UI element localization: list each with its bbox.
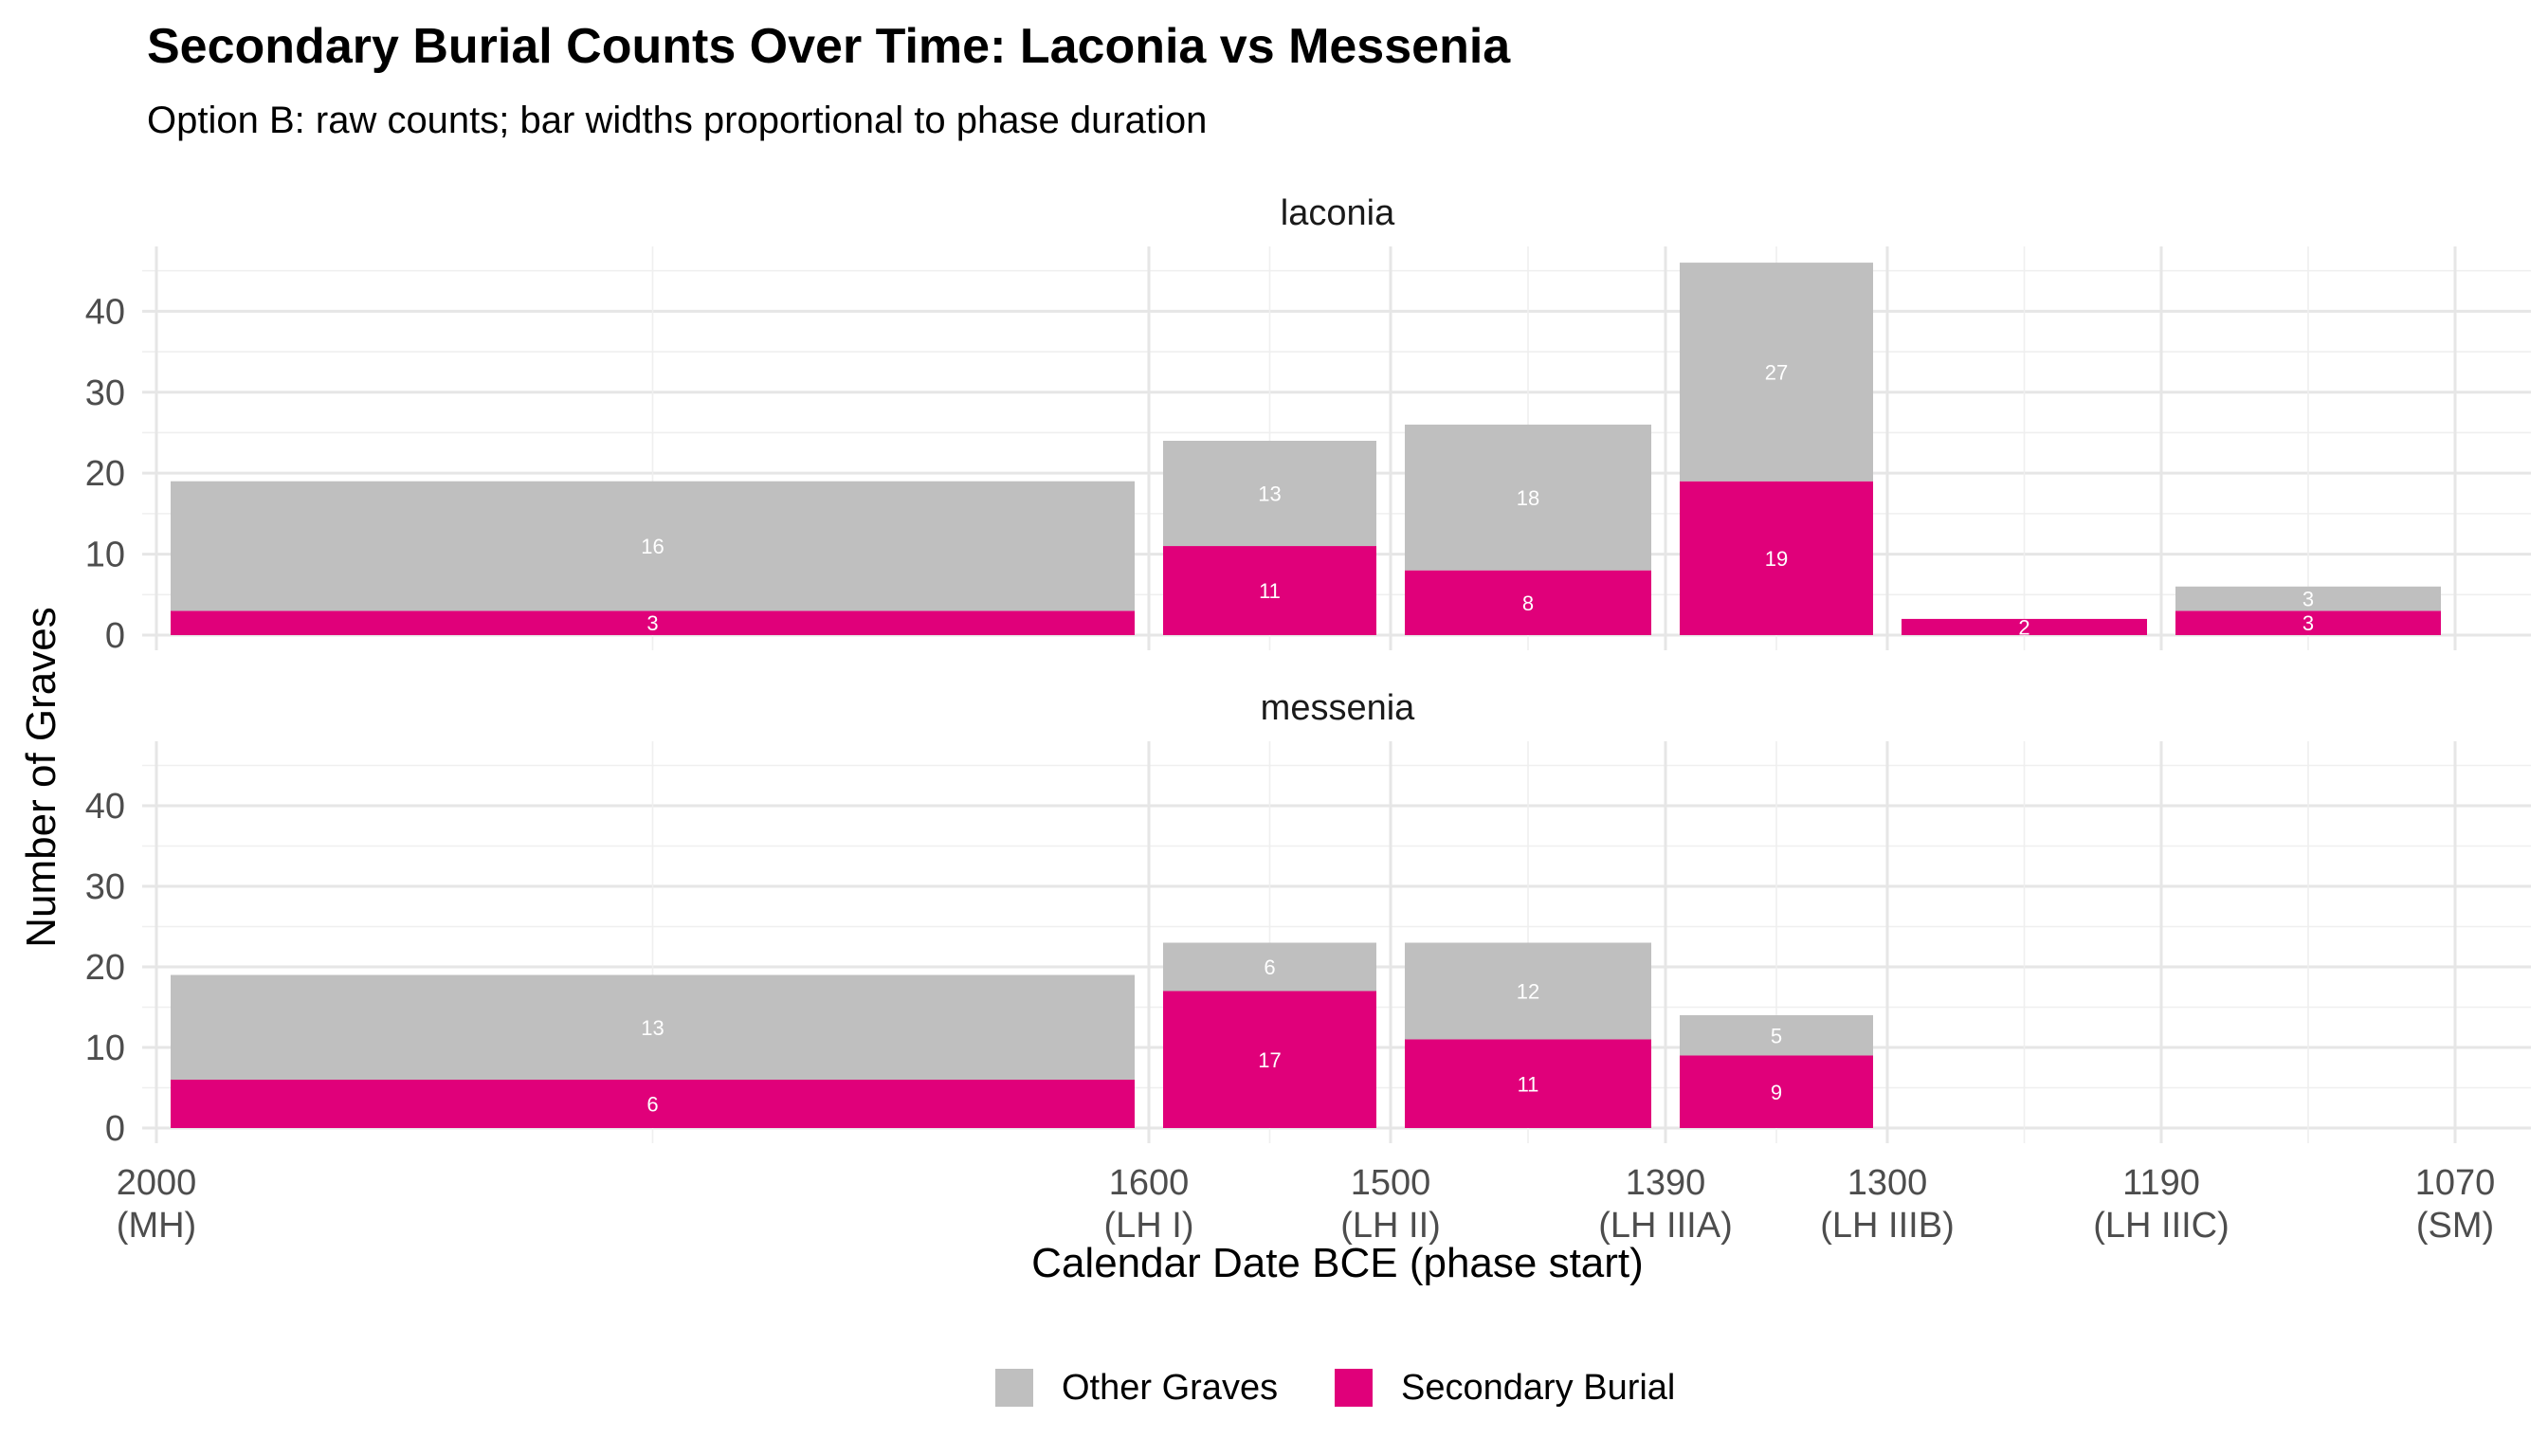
bar-other-laconia-LH-II (1405, 424, 1651, 571)
x-tick-phase: (LH IIIB) (1820, 1206, 1954, 1246)
bar-other-messenia-LH-IIIA (1680, 1015, 1873, 1056)
y-tick-label: 0 (105, 1109, 125, 1149)
chart-subtitle: Option B: raw counts; bar widths proport… (147, 100, 1207, 141)
data-label-other: 13 (1258, 482, 1281, 506)
data-label-secondary: 11 (1259, 579, 1281, 603)
x-tick-year: 2000 (117, 1163, 197, 1203)
facet-panel-messenia: messenia 0 10 20 30 40 13 6 6 17 12 11 5 9 (85, 688, 2531, 1149)
data-label-secondary: 2 (2018, 615, 2029, 639)
x-tick-year: 1600 (1109, 1163, 1190, 1203)
data-label-secondary: 9 (1771, 1081, 1782, 1104)
bar-secondary-laconia-LH-IIIC (2175, 610, 2441, 635)
data-label-secondary: 17 (1258, 1048, 1281, 1072)
data-label-other: 12 (1517, 980, 1539, 1004)
y-tick-label: 0 (105, 616, 125, 656)
data-label-other: 27 (1765, 360, 1788, 384)
bar-other-laconia-LH-IIIA (1680, 263, 1873, 482)
bar-other-laconia-LH-I (1163, 441, 1376, 547)
data-label-secondary: 11 (1518, 1072, 1539, 1096)
bar-secondary-messenia-MH (171, 1080, 1135, 1128)
facet-label-laconia: laconia (1281, 193, 1395, 233)
bar-other-messenia-LH-II (1405, 942, 1651, 1040)
x-tick-year: 1190 (2122, 1163, 2200, 1203)
plot-area: laconia01020304016313111882719233messeni… (85, 193, 2531, 1246)
bar-secondary-messenia-LH-IIIA (1680, 1055, 1873, 1128)
data-label-other: 5 (1771, 1024, 1782, 1047)
data-label-secondary: 6 (646, 1093, 658, 1117)
bar-secondary-laconia-MH (171, 610, 1135, 635)
bar-secondary-messenia-LH-II (1405, 1039, 1651, 1128)
x-tick-year: 1300 (1847, 1163, 1928, 1203)
y-tick-label: 40 (85, 787, 125, 827)
y-tick-label: 10 (85, 1028, 125, 1068)
y-tick-label: 40 (85, 292, 125, 332)
y-tick-label: 30 (85, 867, 125, 907)
data-label-secondary: 19 (1765, 547, 1788, 571)
bar-secondary-laconia-LH-IIIB (1902, 618, 2147, 635)
x-tick-phase: (LH II) (1340, 1206, 1441, 1246)
data-label-other: 16 (641, 535, 664, 558)
data-label-other: 18 (1517, 486, 1539, 510)
y-tick-label: 10 (85, 536, 125, 575)
y-tick-label: 20 (85, 454, 125, 494)
legend-label: Other Graves (1062, 1368, 1278, 1408)
x-axis-title: Calendar Date BCE (phase start) (1031, 1240, 1644, 1286)
y-axis-title: Number of Graves (18, 607, 64, 947)
bar-secondary-messenia-LH-I (1163, 991, 1376, 1128)
x-tick-year: 1070 (2415, 1163, 2496, 1203)
bar-other-laconia-LH-IIIC (2175, 586, 2441, 611)
x-tick-phase: (MH) (117, 1206, 196, 1246)
data-label-secondary: 3 (646, 611, 658, 635)
bar-secondary-laconia-LH-I (1163, 546, 1376, 635)
y-tick-label: 20 (85, 948, 125, 988)
bar-other-laconia-MH (171, 481, 1135, 611)
x-tick-year: 1500 (1351, 1163, 1431, 1203)
x-tick-year: 1390 (1626, 1163, 1706, 1203)
data-label-secondary: 3 (2302, 611, 2314, 635)
bar-secondary-laconia-LH-IIIA (1680, 481, 1873, 635)
bar-other-messenia-LH-I (1163, 942, 1376, 992)
x-tick-phase: (LH IIIC) (2093, 1206, 2230, 1246)
chart-title: Secondary Burial Counts Over Time: Lacon… (147, 19, 1511, 74)
facet-label-messenia: messenia (1261, 688, 1415, 728)
legend-swatch-other-graves (995, 1369, 1033, 1407)
x-tick-phase: (LH I) (1104, 1206, 1194, 1246)
bar-other-messenia-MH (171, 974, 1135, 1080)
legend: Other Graves Secondary Burial (995, 1368, 1675, 1408)
data-label-other: 13 (641, 1016, 664, 1040)
bar-secondary-laconia-LH-II (1405, 570, 1651, 635)
x-tick-phase: (LH IIIA) (1598, 1206, 1732, 1246)
x-tick-phase: (SM) (2416, 1206, 2494, 1246)
legend-swatch-secondary-burial (1335, 1369, 1373, 1407)
data-label-secondary: 8 (1522, 592, 1534, 615)
data-label-other: 6 (1264, 956, 1275, 979)
legend-label: Secondary Burial (1401, 1368, 1675, 1408)
data-label-other: 3 (2302, 588, 2314, 611)
y-tick-label: 30 (85, 373, 125, 413)
